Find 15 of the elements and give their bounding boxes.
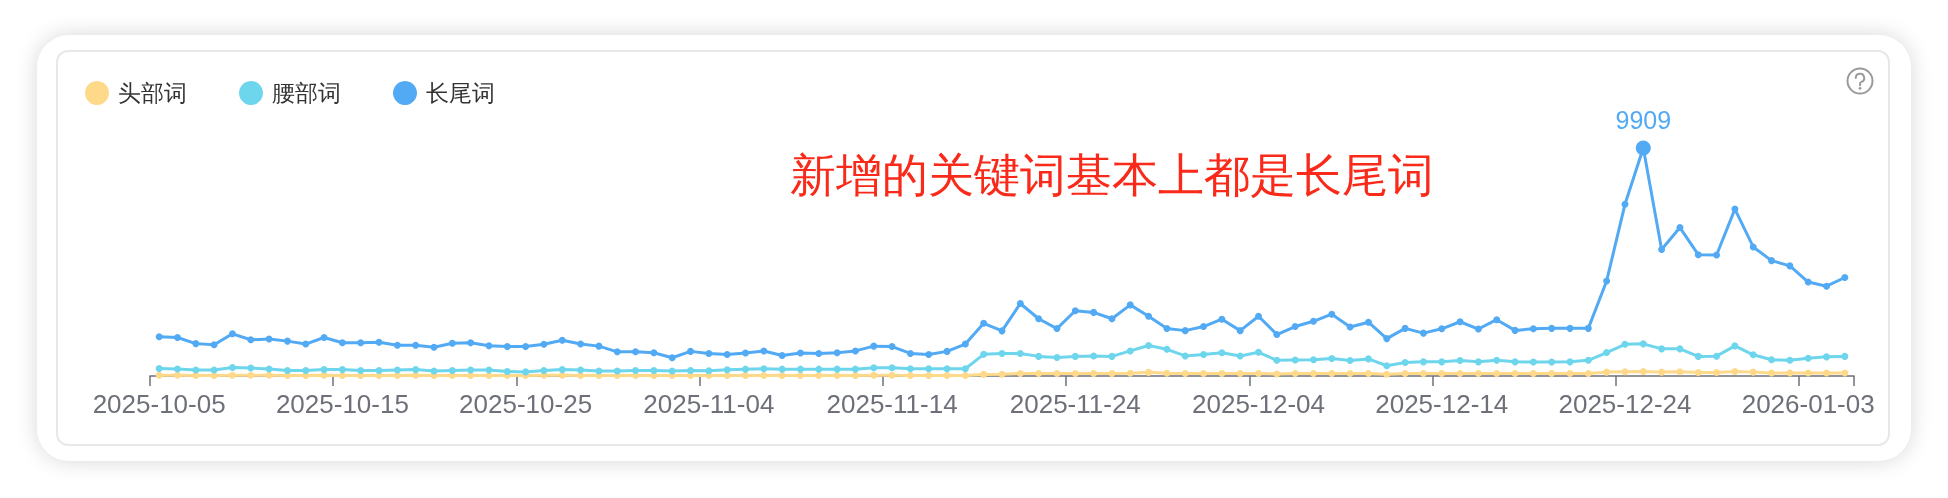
legend-label: 头部词: [118, 80, 187, 106]
x-tick-label: 2025-11-04: [643, 389, 775, 419]
x-tick-label: 2026-01-03: [1741, 389, 1875, 419]
x-tick-label: 2025-12-14: [1375, 389, 1509, 419]
x-tick-label: 2025-12-04: [1192, 389, 1326, 419]
x-tick-label: 2025-10-25: [459, 389, 593, 419]
annotation: 9909: [1615, 106, 1672, 134]
legend-label: 长尾词: [426, 80, 495, 106]
legend-label: 腰部词: [272, 80, 341, 106]
x-tick-label: 2025-10-05: [92, 389, 226, 419]
x-tick-label: 2025-11-24: [1009, 389, 1141, 419]
x-tick-label: 2025-12-24: [1558, 389, 1692, 419]
x-tick-label: 2025-10-15: [275, 389, 409, 419]
annotation: 新增的关键词基本上都是长尾词: [790, 149, 1434, 201]
x-tick-label: 2025-11-14: [826, 389, 958, 419]
